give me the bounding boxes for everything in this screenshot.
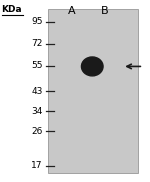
Text: B: B [101, 6, 109, 16]
FancyBboxPatch shape [48, 9, 138, 173]
Text: 34: 34 [31, 106, 43, 116]
Text: 72: 72 [31, 39, 43, 48]
Text: A: A [68, 6, 75, 16]
Text: 55: 55 [31, 61, 43, 70]
Text: 95: 95 [31, 17, 43, 26]
Ellipse shape [81, 57, 103, 76]
Text: 26: 26 [31, 126, 43, 136]
Text: KDa: KDa [2, 5, 22, 14]
Text: 17: 17 [31, 161, 43, 170]
Text: 43: 43 [31, 86, 43, 96]
